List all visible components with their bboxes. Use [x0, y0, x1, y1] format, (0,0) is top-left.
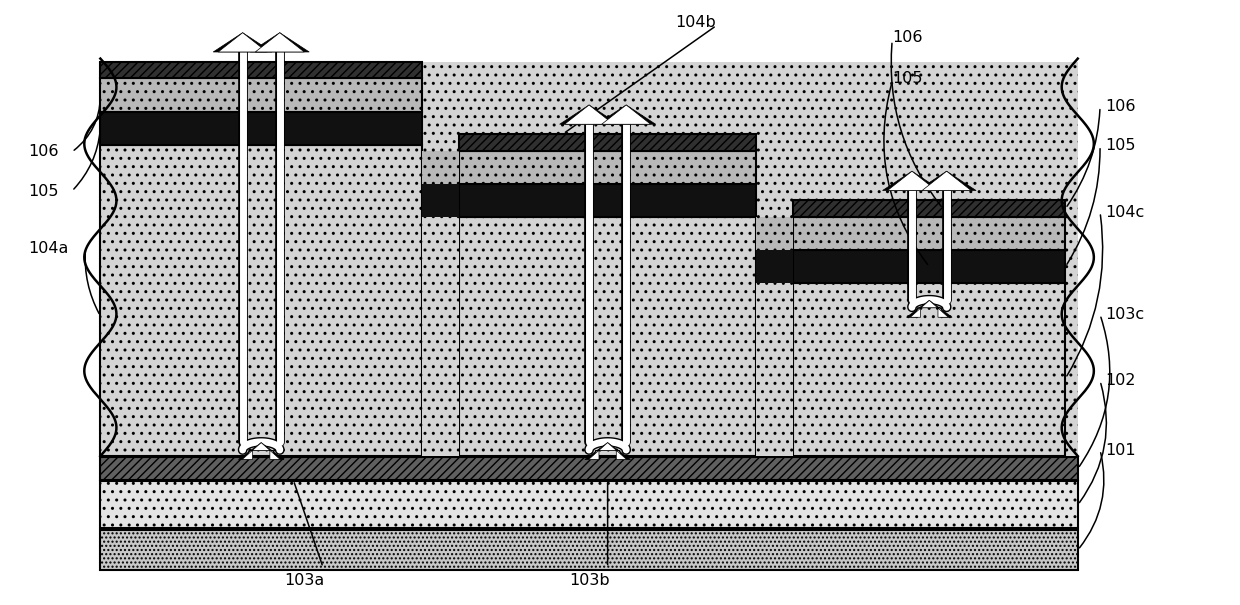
Text: 103a: 103a [284, 573, 325, 588]
Bar [794, 250, 1065, 283]
FancyArrow shape [250, 33, 309, 52]
Text: 106: 106 [893, 30, 923, 45]
Bar [459, 151, 756, 184]
Bar [459, 217, 756, 456]
Text: 104a: 104a [29, 241, 69, 256]
Text: 106: 106 [29, 145, 60, 160]
Bar [459, 184, 756, 217]
Bar [794, 200, 1065, 217]
FancyArrow shape [601, 105, 651, 124]
Bar [100, 62, 422, 79]
Text: 101: 101 [1105, 442, 1136, 457]
FancyArrow shape [559, 105, 619, 124]
FancyArrow shape [918, 171, 976, 191]
Bar [100, 145, 422, 456]
Bar [100, 111, 422, 145]
Text: 102: 102 [1105, 373, 1136, 388]
Bar [100, 79, 422, 111]
Bar [756, 217, 794, 250]
Bar [100, 529, 1078, 571]
FancyArrow shape [923, 171, 971, 191]
FancyArrow shape [589, 443, 626, 460]
FancyArrow shape [218, 33, 267, 52]
Text: 105: 105 [1105, 139, 1136, 154]
FancyArrow shape [910, 301, 949, 317]
Bar [422, 174, 459, 217]
Bar [422, 151, 459, 184]
Bar [100, 457, 1078, 480]
FancyArrow shape [242, 443, 280, 460]
FancyArrow shape [238, 443, 284, 460]
FancyArrow shape [255, 33, 304, 52]
Text: 105: 105 [29, 183, 60, 198]
Text: 103c: 103c [1105, 307, 1145, 322]
Text: 105: 105 [893, 71, 923, 86]
Text: 104b: 104b [676, 15, 717, 30]
FancyArrow shape [585, 443, 630, 460]
Bar [459, 134, 756, 151]
Bar [422, 217, 459, 456]
Bar [756, 234, 794, 283]
Text: 103b: 103b [569, 573, 609, 588]
FancyArrow shape [564, 105, 614, 124]
FancyArrow shape [596, 105, 656, 124]
Bar [100, 482, 1078, 528]
Bar [794, 283, 1065, 456]
FancyArrow shape [888, 171, 936, 191]
Text: 106: 106 [1105, 99, 1136, 114]
Text: 104c: 104c [1105, 204, 1145, 220]
FancyArrow shape [906, 301, 952, 317]
Bar [756, 283, 794, 456]
FancyArrow shape [213, 33, 272, 52]
FancyArrow shape [883, 171, 941, 191]
Bar [794, 217, 1065, 250]
Bar [100, 62, 1078, 456]
